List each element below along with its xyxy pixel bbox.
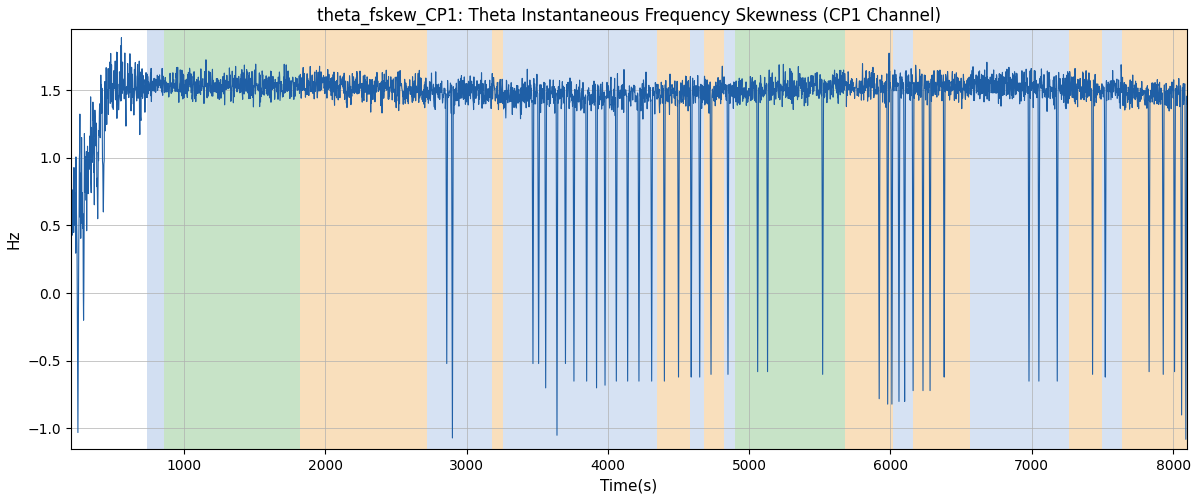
Bar — [913, 30, 970, 449]
Bar — [1122, 30, 1187, 449]
Bar — [736, 30, 845, 449]
Bar — [658, 30, 690, 449]
Bar — [164, 30, 300, 449]
Bar — [1068, 30, 1103, 449]
Bar — [704, 30, 724, 449]
Bar — [970, 30, 1068, 449]
Bar — [724, 30, 736, 449]
Bar — [690, 30, 704, 449]
Bar — [492, 30, 503, 449]
Bar — [1103, 30, 1122, 449]
Bar — [893, 30, 913, 449]
X-axis label: Time(s): Time(s) — [600, 478, 658, 493]
Y-axis label: Hz: Hz — [7, 230, 22, 249]
Bar — [148, 30, 164, 449]
Title: theta_fskew_CP1: Theta Instantaneous Frequency Skewness (CP1 Channel): theta_fskew_CP1: Theta Instantaneous Fre… — [317, 7, 941, 25]
Bar — [845, 30, 893, 449]
Bar — [427, 30, 492, 449]
Bar — [300, 30, 427, 449]
Bar — [503, 30, 658, 449]
